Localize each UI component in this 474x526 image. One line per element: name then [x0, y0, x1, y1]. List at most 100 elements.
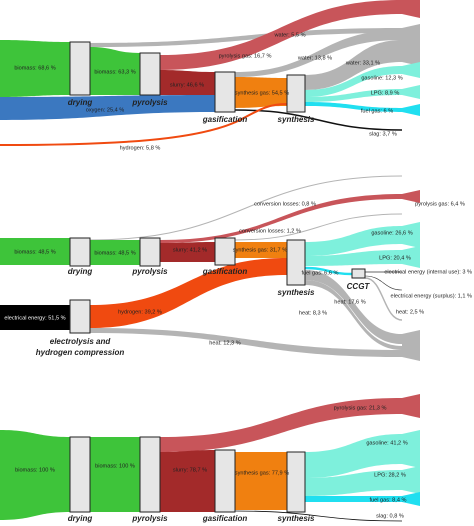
flow-label: fuel gas: 6 %	[361, 108, 393, 114]
flow-end	[402, 394, 420, 418]
flow-line	[89, 175, 403, 241]
process-box	[139, 52, 161, 96]
flow-end	[402, 330, 420, 361]
flow-label: slag: 0,8 %	[376, 513, 404, 519]
flow-label: biomass: 68,6 %	[14, 65, 55, 71]
flow-label: conversion losses: 0,8 %	[254, 201, 316, 207]
flow-label: synthesis gas: 31,7 %	[233, 247, 287, 253]
process-box	[69, 299, 91, 334]
flow	[305, 66, 402, 97]
flow	[160, 0, 402, 70]
flow-label: heat: 12,3 %	[209, 340, 240, 346]
process-box	[286, 451, 306, 513]
flow-label: electrical energy (internal use): 3 %	[384, 269, 472, 275]
process-box	[139, 237, 161, 267]
flow-label: hydrogen: 5,8 %	[120, 145, 161, 151]
flow	[305, 102, 402, 112]
flow-label: conversion losses: 1,2 %	[239, 228, 301, 234]
flow-label: water: 13,8 %	[297, 55, 332, 61]
process-label: drying	[68, 514, 93, 523]
process-label: hydrogen compression	[36, 348, 125, 357]
flow-label: hydrogen: 39,2 %	[118, 309, 162, 315]
flow-line	[364, 275, 403, 291]
process-label: CCGT	[347, 282, 371, 291]
process-label: pyrolysis	[131, 514, 168, 523]
process-label: gasification	[202, 115, 248, 124]
flow-line	[234, 109, 403, 131]
flow-label: electrical energy (surplus): 1,1 %	[391, 293, 472, 299]
flow-label: electrical energy: 51,5 %	[4, 315, 65, 321]
flow-label: heat: 17,6 %	[334, 299, 365, 305]
flow	[305, 434, 402, 478]
flow-end	[402, 104, 420, 116]
flow-label: fuel gas: 6,6 %	[301, 270, 338, 276]
flow-label: slurry: 78,7 %	[173, 467, 207, 473]
flow-line	[234, 510, 403, 522]
process-label: pyrolysis	[131, 98, 168, 107]
flow	[305, 270, 402, 344]
flow	[0, 238, 70, 265]
flow-label: slurry: 46,6 %	[170, 82, 204, 88]
flow-label: slurry: 41,2 %	[173, 247, 207, 253]
flow-end	[402, 24, 420, 66]
flow-end	[402, 62, 420, 78]
flow	[305, 40, 402, 90]
flow	[305, 496, 402, 502]
process-box	[69, 436, 91, 513]
flow-line	[234, 213, 403, 241]
flow-label: gasoline: 12,3 %	[361, 75, 402, 81]
process-box	[286, 239, 306, 286]
flow	[160, 398, 402, 452]
flow-label: biomass: 63,3 %	[94, 69, 135, 75]
flow	[235, 77, 287, 108]
flow-line	[364, 277, 403, 321]
flow-end	[402, 222, 420, 248]
flow-label: biomass: 100 %	[95, 463, 135, 469]
process-label: electrolysis and	[50, 337, 112, 346]
process-label: synthesis	[278, 288, 315, 297]
process-box	[351, 268, 366, 279]
flow	[0, 305, 70, 330]
process-box	[214, 237, 236, 266]
flow	[305, 250, 402, 266]
flow-label: pyrolysis gas: 6,4 %	[415, 201, 465, 207]
flow	[160, 70, 215, 95]
flow-label: biomass: 48,5 %	[94, 250, 135, 256]
process-label: drying	[68, 267, 93, 276]
flow-label: oxygen: 25,4 %	[86, 107, 125, 113]
flow-label: pyrolysis gas: 16,7 %	[219, 53, 272, 59]
flow-label: gasoline: 26,6 %	[371, 230, 412, 236]
flow-label: slag: 3,7 %	[369, 131, 397, 137]
process-label: gasification	[202, 514, 248, 523]
flow	[0, 430, 70, 520]
flow-label: synthesis gas: 54,5 %	[235, 90, 289, 96]
flow-label: heat: 2,5 %	[396, 309, 424, 315]
process-label: gasification	[202, 267, 248, 276]
flow-label: LPG: 8,9 %	[371, 90, 400, 96]
flow-label: water: 5,5 %	[273, 32, 305, 38]
flow-end	[402, 85, 420, 99]
flow	[235, 242, 287, 258]
flow	[90, 258, 287, 328]
process-box	[69, 237, 91, 267]
flow-label: water: 33,1 %	[345, 60, 380, 66]
flow-label: LPG: 20,4 %	[379, 255, 411, 261]
process-box	[139, 436, 161, 513]
flow-end	[402, 466, 420, 494]
process-label: synthesis	[278, 514, 315, 523]
flow	[90, 28, 402, 47]
flow-line	[0, 103, 288, 146]
process-label: drying	[68, 98, 93, 107]
flow	[160, 242, 215, 262]
flow	[90, 437, 140, 512]
flow-end	[402, 246, 420, 268]
flow-label: LPG: 28,2 %	[374, 472, 406, 478]
flow	[90, 47, 140, 95]
flow	[0, 95, 215, 120]
flow	[160, 450, 215, 512]
flow-label: gasoline: 41,2 %	[366, 440, 407, 446]
flow-end	[402, 492, 420, 506]
flow-label: fuel gas: 8,4 %	[369, 497, 406, 503]
flow	[235, 30, 402, 77]
flow-end	[402, 0, 420, 18]
